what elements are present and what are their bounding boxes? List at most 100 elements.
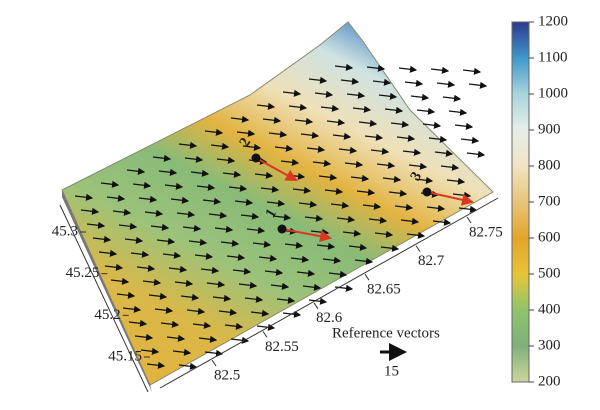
- vector: [332, 132, 352, 140]
- longitude-tick-label: 82.5: [214, 367, 240, 383]
- vector: [326, 118, 346, 126]
- vector: [342, 229, 362, 237]
- vector: [362, 202, 382, 210]
- vector: [358, 119, 378, 127]
- vector: [436, 80, 456, 88]
- longitude-axis: [159, 197, 499, 389]
- vector: [118, 222, 138, 230]
- vector: [260, 185, 280, 193]
- longitude-tick: [466, 216, 472, 224]
- vector: [440, 163, 460, 171]
- vector: [126, 167, 146, 175]
- vector: [394, 203, 414, 211]
- vector: [404, 79, 424, 87]
- vector: [196, 183, 216, 191]
- latitude-axis: [59, 204, 149, 393]
- vector: [318, 173, 338, 181]
- longitude-tick-label: 82.7: [418, 253, 445, 269]
- vector: [80, 207, 100, 215]
- vector: [454, 122, 474, 130]
- vector: [100, 180, 120, 188]
- vector: [160, 320, 180, 328]
- vector: [446, 177, 466, 185]
- vector: [312, 159, 332, 167]
- vector: [284, 241, 304, 249]
- vector: [398, 65, 418, 73]
- longitude-tick: [415, 245, 421, 252]
- vector: [244, 295, 264, 303]
- vector: [210, 142, 230, 150]
- vector: [348, 243, 368, 251]
- vector: [156, 237, 176, 245]
- vector: [116, 291, 136, 299]
- vector: [384, 106, 404, 114]
- vector: [462, 67, 482, 75]
- vector: [234, 198, 254, 206]
- vector: [428, 135, 448, 143]
- vector: [170, 196, 190, 204]
- vector: [98, 249, 118, 257]
- vector: [246, 226, 266, 234]
- vector: [376, 161, 396, 169]
- vector: [466, 150, 486, 158]
- vector: [406, 231, 426, 239]
- vector: [202, 197, 222, 205]
- vector: [382, 175, 402, 183]
- vector: [434, 149, 454, 157]
- longitude-tick-label: 82.6: [316, 310, 343, 326]
- point-vector: [281, 228, 332, 243]
- vector: [448, 108, 468, 116]
- vector: [334, 284, 354, 292]
- vector: [178, 141, 198, 149]
- vector: [280, 158, 300, 166]
- vector: [262, 116, 282, 124]
- vector: [292, 186, 312, 194]
- colorbar-tick-label: 800: [538, 157, 561, 173]
- vector: [432, 218, 452, 226]
- vector: [162, 251, 182, 259]
- vector: [186, 307, 206, 315]
- vector: [168, 265, 188, 273]
- vector: [288, 103, 308, 111]
- vector: [366, 64, 386, 72]
- colorbar-tick-label: 400: [538, 301, 561, 317]
- vector: [368, 216, 388, 224]
- vectors: [74, 63, 488, 370]
- longitude-tick: [262, 331, 268, 338]
- vector: [130, 250, 150, 258]
- longitude-tick: [364, 273, 370, 281]
- vector: [226, 253, 246, 261]
- vector: [228, 184, 248, 192]
- vector: [134, 333, 154, 341]
- vector: [164, 182, 184, 190]
- colorbar-tick-label: 200: [538, 373, 561, 389]
- vector: [274, 144, 294, 152]
- latitude-tick-label: 45.2: [94, 307, 120, 323]
- latitude-tick-label: 45.3: [52, 223, 78, 239]
- vector: [408, 162, 428, 170]
- vector: [338, 146, 358, 154]
- vector: [192, 321, 212, 329]
- vector: [354, 257, 374, 265]
- vector: [268, 130, 288, 138]
- vector: [200, 266, 220, 274]
- vector: [346, 91, 366, 99]
- vector: [140, 347, 160, 355]
- point-vector: [255, 157, 298, 181]
- vector: [174, 279, 194, 287]
- vector: [458, 205, 478, 213]
- vector: [204, 349, 224, 357]
- vector: [124, 236, 144, 244]
- vector: [430, 66, 450, 74]
- longitude-tick: [313, 302, 319, 310]
- vector: [374, 230, 394, 238]
- vector: [340, 77, 360, 85]
- vector: [136, 264, 156, 272]
- vector: [324, 187, 344, 195]
- latitude-tick-label: 45.25: [66, 265, 100, 281]
- vector: [236, 129, 256, 137]
- vector: [282, 89, 302, 97]
- vector: [468, 81, 488, 89]
- vector: [172, 348, 192, 356]
- vector: [232, 267, 252, 275]
